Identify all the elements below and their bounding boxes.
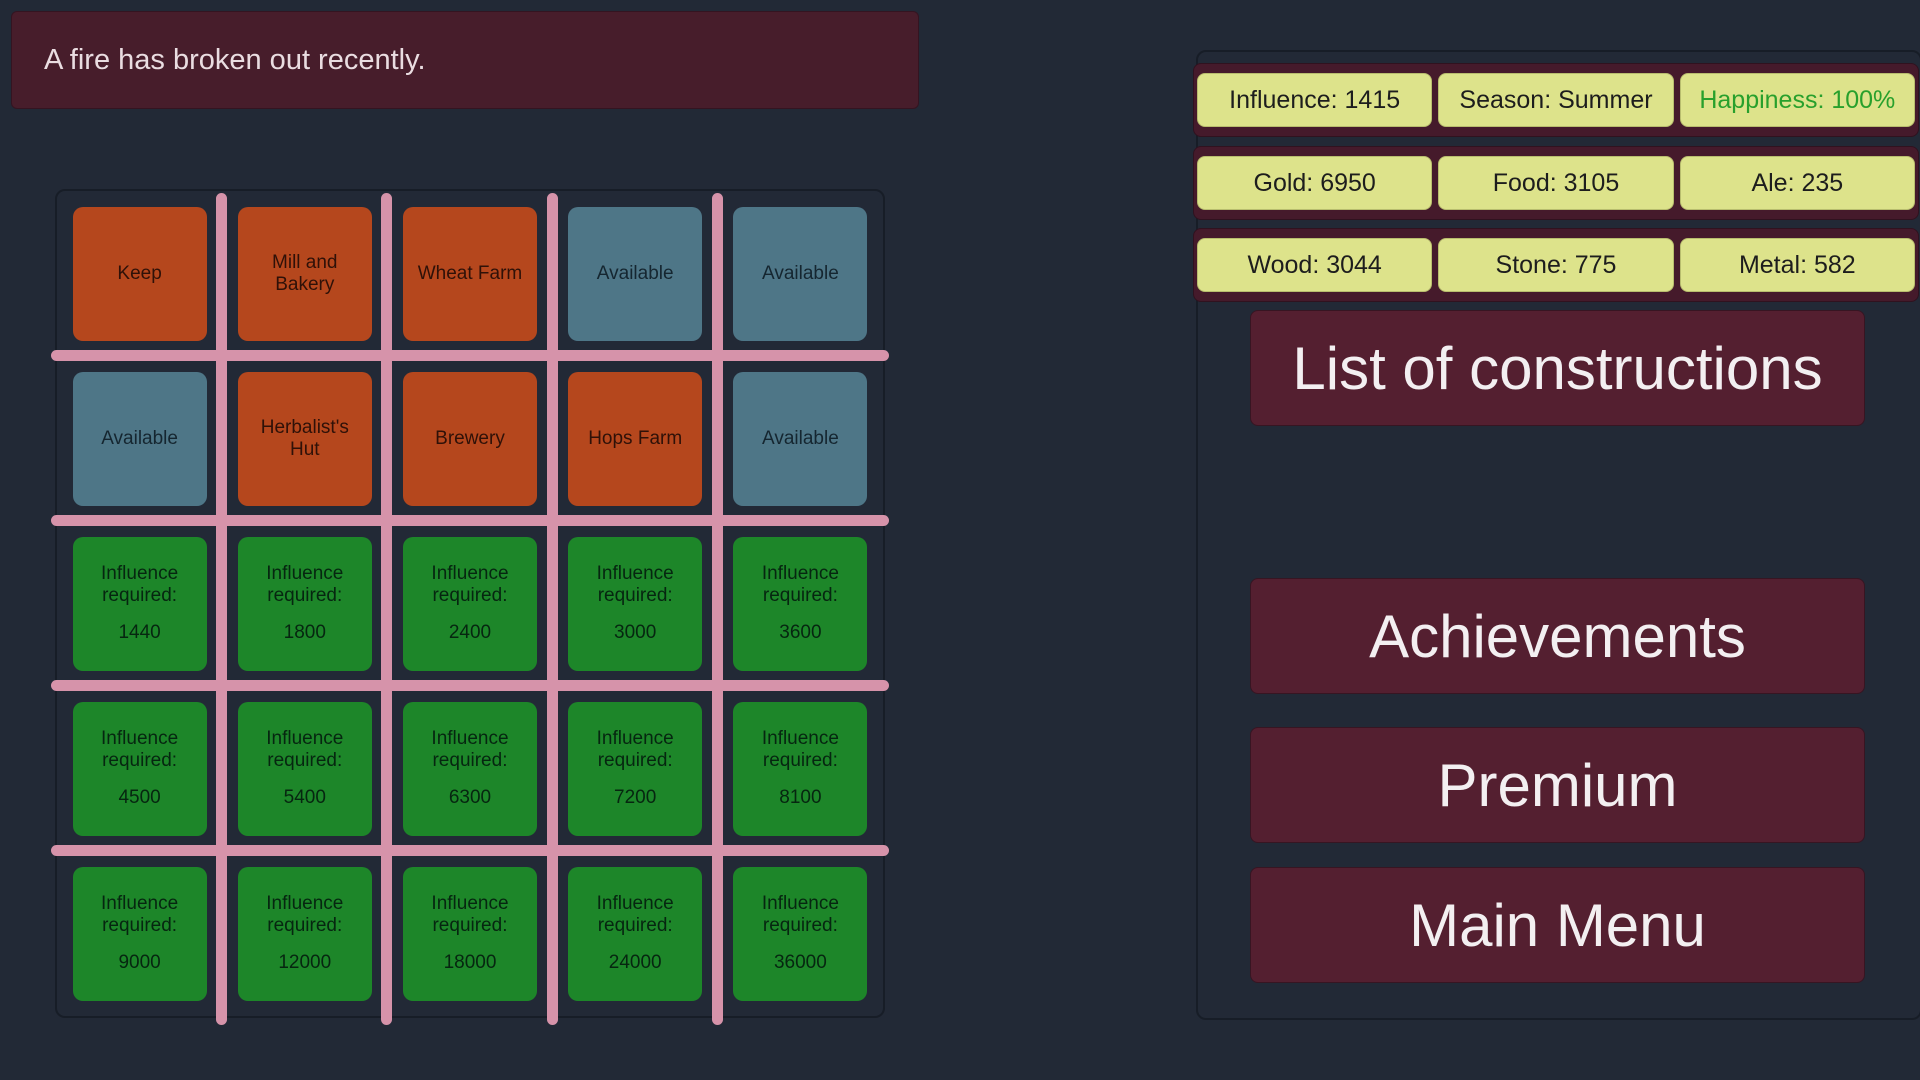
influence-required-value: 3600: [779, 621, 822, 643]
tile-locked-1440[interactable]: Influence required: 1440: [72, 536, 207, 671]
tile-locked-18000[interactable]: Influence required: 18000: [402, 866, 537, 1001]
tile-locked-24000[interactable]: Influence required: 24000: [568, 866, 703, 1001]
achievements-button[interactable]: Achievements: [1250, 578, 1865, 694]
influence-required-value: 12000: [278, 951, 332, 973]
influence-required-label: Influence required:: [431, 728, 509, 772]
tile-available-r1c5[interactable]: Available: [733, 206, 868, 341]
stone-badge: Stone: 775: [1438, 238, 1674, 292]
influence-required-label: Influence required:: [596, 728, 674, 772]
tile-locked-4500[interactable]: Influence required: 4500: [72, 701, 207, 836]
wood-badge: Wood: 3044: [1197, 238, 1433, 292]
influence-required-label: Influence required:: [431, 893, 509, 937]
influence-required-label: Influence required:: [596, 563, 674, 607]
side-panel: Influence: 1415 Season: Summer Happiness…: [1193, 50, 1920, 1020]
tile-locked-8100[interactable]: Influence required: 8100: [733, 701, 868, 836]
influence-required-value: 18000: [443, 951, 497, 973]
influence-required-label: Influence required:: [761, 893, 839, 937]
tile-label: Available: [596, 262, 674, 284]
tile-locked-2400[interactable]: Influence required: 2400: [402, 536, 537, 671]
tile-label: Available: [762, 427, 839, 449]
main-menu-button[interactable]: Main Menu: [1250, 867, 1865, 983]
tile-available-r1c4[interactable]: Available: [568, 206, 703, 341]
tile-locked-3000[interactable]: Influence required: 3000: [568, 536, 703, 671]
influence-badge: Influence: 1415: [1197, 73, 1433, 127]
influence-required-label: Influence required:: [266, 563, 344, 607]
ale-badge: Ale: 235: [1679, 156, 1915, 210]
grid-separator-vertical: [216, 193, 227, 1025]
tile-hops-farm[interactable]: Hops Farm: [568, 371, 703, 506]
tile-label: Hops Farm: [588, 427, 683, 449]
influence-required-label: Influence required:: [596, 893, 674, 937]
influence-required-label: Influence required:: [761, 563, 839, 607]
tile-locked-12000[interactable]: Influence required: 12000: [237, 866, 372, 1001]
tile-locked-7200[interactable]: Influence required: 7200: [568, 701, 703, 836]
grid-separator-vertical: [712, 193, 723, 1025]
tile-label: Available: [101, 427, 178, 449]
influence-required-value: 9000: [118, 951, 161, 973]
gold-badge: Gold: 6950: [1197, 156, 1433, 210]
influence-required-value: 8100: [779, 786, 822, 808]
tile-available-r2c1[interactable]: Available: [72, 371, 207, 506]
tile-available-r2c5[interactable]: Available: [733, 371, 868, 506]
tile-locked-9000[interactable]: Influence required: 9000: [72, 866, 207, 1001]
influence-required-label: Influence required:: [101, 728, 179, 772]
influence-required-value: 36000: [773, 951, 827, 973]
grid-separator-horizontal: [51, 845, 889, 856]
tile-keep[interactable]: Keep: [72, 206, 207, 341]
influence-required-value: 5400: [283, 786, 326, 808]
happiness-badge: Happiness: 100%: [1679, 73, 1915, 127]
construction-grid-panel: Keep Mill and Bakery Wheat Farm Availabl…: [51, 189, 889, 1025]
influence-required-label: Influence required:: [431, 563, 509, 607]
tile-mill-and-bakery[interactable]: Mill and Bakery: [237, 206, 372, 341]
tile-label: Brewery: [435, 427, 505, 449]
notification-text: A fire has broken out recently.: [44, 43, 426, 76]
tile-locked-3600[interactable]: Influence required: 3600: [733, 536, 868, 671]
grid-separator-horizontal: [51, 350, 889, 361]
influence-required-value: 7200: [614, 786, 657, 808]
influence-required-label: Influence required:: [761, 728, 839, 772]
tile-brewery[interactable]: Brewery: [402, 371, 537, 506]
resource-row-1: Influence: 1415 Season: Summer Happiness…: [1193, 63, 1919, 137]
tile-locked-36000[interactable]: Influence required: 36000: [733, 866, 868, 1001]
tile-locked-5400[interactable]: Influence required: 5400: [237, 701, 372, 836]
influence-required-label: Influence required:: [101, 893, 179, 937]
influence-required-value: 1440: [118, 621, 161, 643]
construction-grid: Keep Mill and Bakery Wheat Farm Availabl…: [57, 191, 883, 1016]
influence-required-value: 3000: [614, 621, 657, 643]
tile-herbalists-hut[interactable]: Herbalist's Hut: [237, 371, 372, 506]
grid-separator-horizontal: [51, 680, 889, 691]
tile-label: Mill and Bakery: [272, 251, 338, 295]
premium-button[interactable]: Premium: [1250, 727, 1865, 843]
list-of-constructions-button[interactable]: List of constructions: [1250, 310, 1865, 426]
resource-row-3: Wood: 3044 Stone: 775 Metal: 582: [1193, 228, 1919, 302]
metal-badge: Metal: 582: [1679, 238, 1915, 292]
influence-required-value: 4500: [118, 786, 161, 808]
influence-required-label: Influence required:: [101, 563, 179, 607]
resource-row-2: Gold: 6950 Food: 3105 Ale: 235: [1193, 146, 1919, 220]
influence-required-value: 24000: [608, 951, 662, 973]
influence-required-value: 6300: [448, 786, 492, 808]
grid-separator-vertical: [381, 193, 392, 1025]
tile-label: Wheat Farm: [417, 262, 523, 284]
grid-separator-vertical: [547, 193, 558, 1025]
influence-required-value: 1800: [283, 621, 326, 643]
food-badge: Food: 3105: [1438, 156, 1674, 210]
tile-wheat-farm[interactable]: Wheat Farm: [402, 206, 537, 341]
notification-banner: A fire has broken out recently.: [11, 11, 919, 109]
influence-required-label: Influence required:: [266, 728, 344, 772]
tile-label: Keep: [117, 262, 162, 284]
season-badge: Season: Summer: [1438, 73, 1674, 127]
influence-required-value: 2400: [448, 621, 492, 643]
tile-label: Available: [762, 262, 839, 284]
tile-locked-1800[interactable]: Influence required: 1800: [237, 536, 372, 671]
tile-label: Herbalist's Hut: [260, 416, 349, 460]
grid-separator-horizontal: [51, 515, 889, 526]
tile-locked-6300[interactable]: Influence required: 6300: [402, 701, 537, 836]
influence-required-label: Influence required:: [266, 893, 344, 937]
